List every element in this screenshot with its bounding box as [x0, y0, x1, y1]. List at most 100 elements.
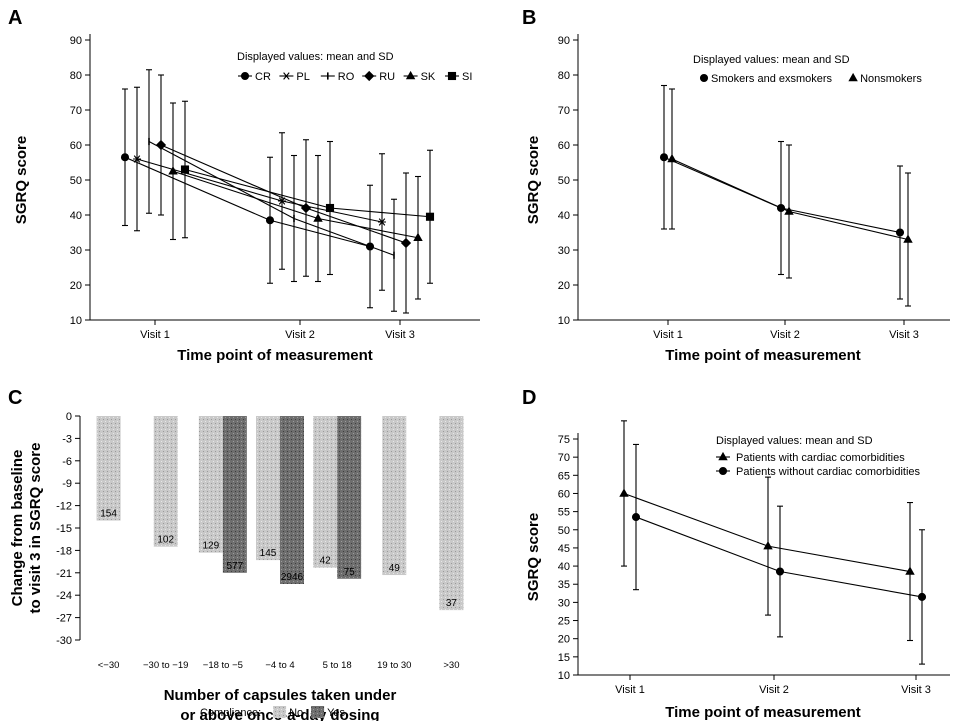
y-tick-label: 40 — [558, 210, 570, 222]
panel-d-note: Displayed values: mean and SD — [716, 435, 873, 447]
data-point-patients-with-cardiac-comorbidities — [763, 540, 773, 550]
bar-count-label: 2946 — [281, 572, 304, 583]
data-point-patients-with-cardiac-comorbidities — [905, 566, 915, 575]
x-tick-label: Visit 2 — [285, 329, 315, 341]
y-tick-label: 35 — [558, 579, 570, 591]
panel-a-chart: 10 20 30 40 50 60 70 80 90 Visit 1 Visit 2 Visit 3 T… — [13, 34, 480, 364]
legend-label-nonsmokers: Nonsmokers — [860, 73, 922, 85]
data-point-sk — [168, 166, 178, 175]
panel-b-x-axis-title: Time point of measurement — [665, 347, 861, 364]
x-tick-label: Visit 2 — [759, 684, 789, 696]
legend-marker-nonsmokers — [848, 72, 858, 82]
legend-marker-smokers-and-exsmokers — [699, 73, 709, 83]
legend-label-sk: SK — [421, 71, 436, 83]
panel-letter-c: C — [8, 387, 22, 409]
y-tick-label: 80 — [558, 70, 570, 82]
panel-c-y-axis-title: to visit 3 in SGRQ score — [27, 443, 44, 614]
y-tick-label: -27 — [56, 613, 72, 625]
data-point-ru — [400, 237, 412, 249]
x-category-label: <−30 — [98, 660, 120, 671]
legend-label-si: SI — [462, 71, 472, 83]
data-point-patients-without-cardiac-comorbidities — [775, 567, 785, 576]
y-tick-label: -30 — [56, 635, 72, 647]
legend-label-yes: Yes — [327, 707, 345, 719]
bar-no-5 — [382, 416, 407, 576]
y-tick-label: -3 — [62, 433, 72, 445]
y-tick-label: 30 — [70, 245, 82, 257]
panel-c-x-axis-title: Number of capsules taken under — [164, 687, 397, 704]
legend-label-smokers-and-exsmokers: Smokers and exsmokers — [711, 73, 833, 85]
data-point-si — [180, 165, 190, 174]
panel-b-note: Displayed values: mean and SD — [693, 54, 850, 66]
bar-yes-2 — [222, 416, 247, 573]
x-tick-label: Visit 3 — [385, 329, 415, 341]
y-tick-label: 70 — [70, 105, 82, 117]
x-category-label: −18 to −5 — [203, 660, 243, 671]
legend-marker-patients-without-cardiac-comorbidities — [718, 466, 728, 476]
x-category-label: −30 to −19 — [143, 660, 188, 671]
y-tick-label: 45 — [558, 543, 570, 555]
y-tick-label: 15 — [558, 652, 570, 664]
data-point-smokers-and-exsmokers — [659, 153, 669, 162]
series-line-nonsmokers — [671, 158, 909, 241]
y-tick-label: 30 — [558, 597, 570, 609]
y-tick-label: 10 — [558, 670, 570, 682]
series-line-patients-with-cardiac-comorbidities — [623, 492, 911, 573]
legend-swatch-no — [273, 706, 287, 718]
y-tick-label: 20 — [70, 280, 82, 292]
y-tick-label: 75 — [558, 434, 570, 446]
legend-label-cr: CR — [255, 71, 271, 83]
data-point-patients-without-cardiac-comorbidities — [631, 513, 641, 522]
legend-label-patients-without-cardiac-comorbidities: Patients without cardiac comorbidities — [736, 466, 921, 478]
data-point-pl — [133, 155, 141, 163]
bar-no-2 — [198, 416, 223, 553]
bar-count-label: 129 — [203, 541, 220, 552]
y-tick-label: 30 — [558, 245, 570, 257]
legend-marker-si — [447, 71, 457, 81]
panel-b-y-axis-title: SGRQ score — [525, 136, 542, 224]
bar-count-label: 154 — [100, 509, 117, 520]
y-tick-label: 10 — [558, 315, 570, 327]
legend-label-no: No — [289, 707, 303, 719]
y-tick-label: 50 — [558, 175, 570, 187]
legend-marker-ru — [364, 70, 375, 82]
panel-letter-a: A — [8, 7, 22, 29]
y-tick-label: -21 — [56, 568, 72, 580]
bar-count-label: 42 — [320, 556, 332, 567]
data-point-si — [325, 203, 335, 213]
data-point-cr — [120, 153, 130, 162]
data-point-ru — [300, 202, 312, 214]
legend-label-ru: RU — [379, 71, 395, 83]
y-tick-label: 40 — [558, 561, 570, 573]
data-point-pl — [378, 218, 386, 226]
y-tick-label: 60 — [70, 140, 82, 152]
panel-b-chart: 10 20 30 40 50 60 70 80 90 Visit 1 Visit 2 Visit 3 T… — [525, 34, 950, 364]
y-tick-label: -15 — [56, 523, 72, 535]
legend-label-ro: RO — [338, 71, 355, 83]
data-point-cr — [265, 216, 275, 225]
bar-count-label: 75 — [344, 567, 356, 578]
y-tick-label: 55 — [558, 507, 570, 519]
x-tick-label: Visit 2 — [770, 329, 800, 341]
series-line-patients-without-cardiac-comorbidities — [635, 516, 923, 598]
x-category-label: −4 to 4 — [265, 660, 294, 671]
y-tick-label: 60 — [558, 140, 570, 152]
bar-count-label: 577 — [227, 561, 244, 572]
panel-c-y-axis-title: Change from baseline — [9, 450, 26, 607]
y-tick-label: 60 — [558, 488, 570, 500]
data-point-sk — [313, 213, 323, 222]
legend-label-patients-with-cardiac-comorbidities: Patients with cardiac comorbidities — [736, 452, 905, 464]
data-point-nonsmokers — [903, 234, 913, 243]
bar-no-4 — [313, 416, 338, 568]
data-point-nonsmokers — [784, 206, 794, 215]
y-tick-label: 20 — [558, 634, 570, 646]
x-tick-label: Visit 3 — [889, 329, 919, 341]
y-tick-label: 70 — [558, 452, 570, 464]
bar-no-0 — [96, 416, 121, 521]
legend-label-pl: PL — [296, 71, 309, 83]
legend-marker-pl — [282, 72, 291, 80]
y-tick-label: -24 — [56, 590, 72, 602]
y-tick-label: -18 — [56, 545, 72, 557]
legend-title: Compliance: — [200, 707, 261, 719]
